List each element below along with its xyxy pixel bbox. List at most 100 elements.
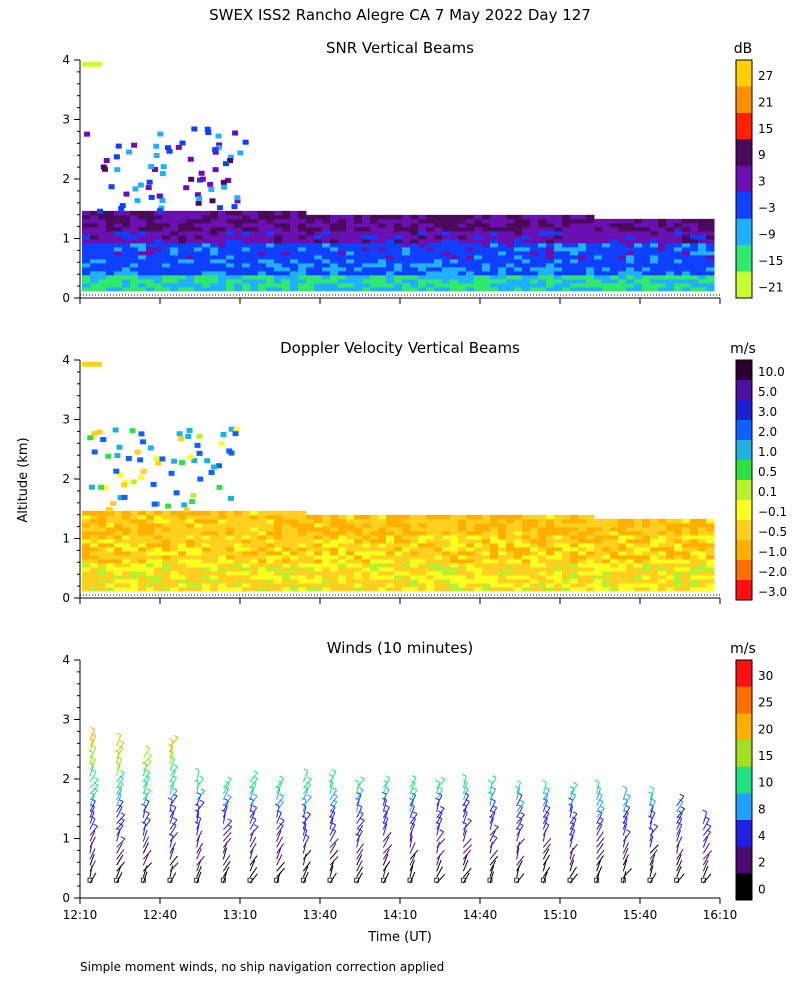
heatmap-cell — [314, 222, 323, 228]
heatmap-cell — [618, 266, 627, 272]
heatmap-cell — [418, 214, 427, 220]
heatmap-cell — [162, 570, 171, 576]
heatmap-cell — [642, 558, 651, 564]
wind-barb — [142, 801, 150, 812]
wind-barb — [542, 818, 548, 830]
heatmap-cell — [514, 270, 523, 276]
heatmap-cell — [346, 234, 355, 240]
wind-barb-flag — [307, 776, 312, 780]
heatmap-cell — [522, 230, 531, 236]
heatmap-cell — [426, 546, 435, 552]
heatmap-cell — [354, 566, 363, 572]
heatmap-cell — [434, 214, 443, 220]
wind-barb-flag — [649, 786, 655, 789]
heatmap-cell — [538, 538, 547, 544]
heatmap-cell — [466, 266, 475, 272]
heatmap-cell — [314, 254, 323, 260]
heatmap-cell — [666, 522, 675, 528]
wind-barb-flag — [680, 806, 685, 810]
heatmap-cell — [458, 582, 467, 588]
heatmap-cell — [122, 286, 131, 292]
wind-barb — [489, 800, 496, 812]
wind-barb — [702, 865, 709, 878]
heatmap-cell — [346, 230, 355, 236]
wind-barb — [462, 823, 467, 836]
heatmap-cell — [426, 538, 435, 544]
heatmap-cell — [618, 282, 627, 288]
heatmap-cell — [298, 546, 307, 552]
heatmap-cell — [394, 230, 403, 236]
heatmap-cell — [314, 246, 323, 252]
heatmap-cell — [298, 218, 307, 224]
heatmap-cell — [642, 246, 651, 252]
heatmap-cell — [490, 270, 499, 276]
heatmap-cell — [578, 574, 587, 580]
heatmap-cell — [90, 550, 99, 556]
heatmap-cell — [666, 218, 675, 224]
heatmap-cell — [634, 534, 643, 540]
heatmap-cell — [578, 558, 587, 564]
heatmap-cell — [698, 518, 707, 524]
heatmap-cell — [506, 530, 515, 536]
heatmap-cell — [282, 530, 291, 536]
heatmap-cell — [122, 562, 131, 568]
heatmap-cell — [682, 282, 691, 288]
heatmap-cell — [346, 258, 355, 264]
heatmap-cell — [546, 242, 555, 248]
heatmap-cell — [146, 278, 155, 284]
heatmap-cell — [146, 242, 155, 248]
heatmap-cell — [522, 514, 531, 520]
heatmap-cell — [282, 286, 291, 292]
heatmap-cell — [250, 222, 259, 228]
heatmap-cell — [530, 218, 539, 224]
heatmap-cell — [610, 234, 619, 240]
heatmap-cell — [490, 218, 499, 224]
heatmap-cell — [410, 250, 419, 256]
wind-barb — [329, 801, 338, 813]
heatmap-cell — [170, 550, 179, 556]
heatmap-cell — [546, 226, 555, 232]
heatmap-cell — [482, 558, 491, 564]
heatmap-cell — [154, 518, 163, 524]
heatmap-cell — [610, 518, 619, 524]
heatmap-cell — [618, 250, 627, 256]
heatmap-cell — [250, 234, 259, 240]
heatmap-cell — [602, 218, 611, 224]
heatmap-cell — [498, 218, 507, 224]
heatmap-cell — [146, 179, 153, 185]
heatmap-cell — [228, 450, 235, 456]
colorbar-swatch — [736, 540, 752, 561]
heatmap-cell — [562, 566, 571, 572]
heatmap-cell — [226, 578, 235, 584]
heatmap-cell — [634, 282, 643, 288]
heatmap-cell — [218, 266, 227, 272]
heatmap-cell — [578, 250, 587, 256]
heatmap-cell — [130, 534, 139, 540]
heatmap-cell — [466, 274, 475, 280]
heatmap-cell — [90, 278, 99, 284]
heatmap-cell — [314, 230, 323, 236]
heatmap-cell — [466, 546, 475, 552]
heatmap-cell — [506, 242, 515, 248]
heatmap-cell — [354, 534, 363, 540]
heatmap-cell — [378, 214, 387, 220]
heatmap-cell — [482, 286, 491, 292]
heatmap-cell — [82, 514, 91, 520]
heatmap-cell — [98, 558, 107, 564]
calm-marker — [167, 877, 173, 883]
heatmap-cell — [682, 254, 691, 260]
wind-barb — [196, 801, 205, 813]
heatmap-cell — [498, 270, 507, 276]
heatmap-cell — [154, 226, 163, 232]
heatmap-cell — [282, 570, 291, 576]
heatmap-cell — [274, 518, 283, 524]
heatmap-cell — [418, 242, 427, 248]
heatmap-cell — [250, 578, 259, 584]
heatmap-cell — [418, 222, 427, 228]
heatmap-cell — [546, 234, 555, 240]
heatmap-cell — [90, 214, 99, 220]
wind-barb-flag — [90, 726, 95, 730]
heatmap-cell — [466, 578, 475, 584]
heatmap-cell — [442, 266, 451, 272]
heatmap-cell — [658, 266, 667, 272]
